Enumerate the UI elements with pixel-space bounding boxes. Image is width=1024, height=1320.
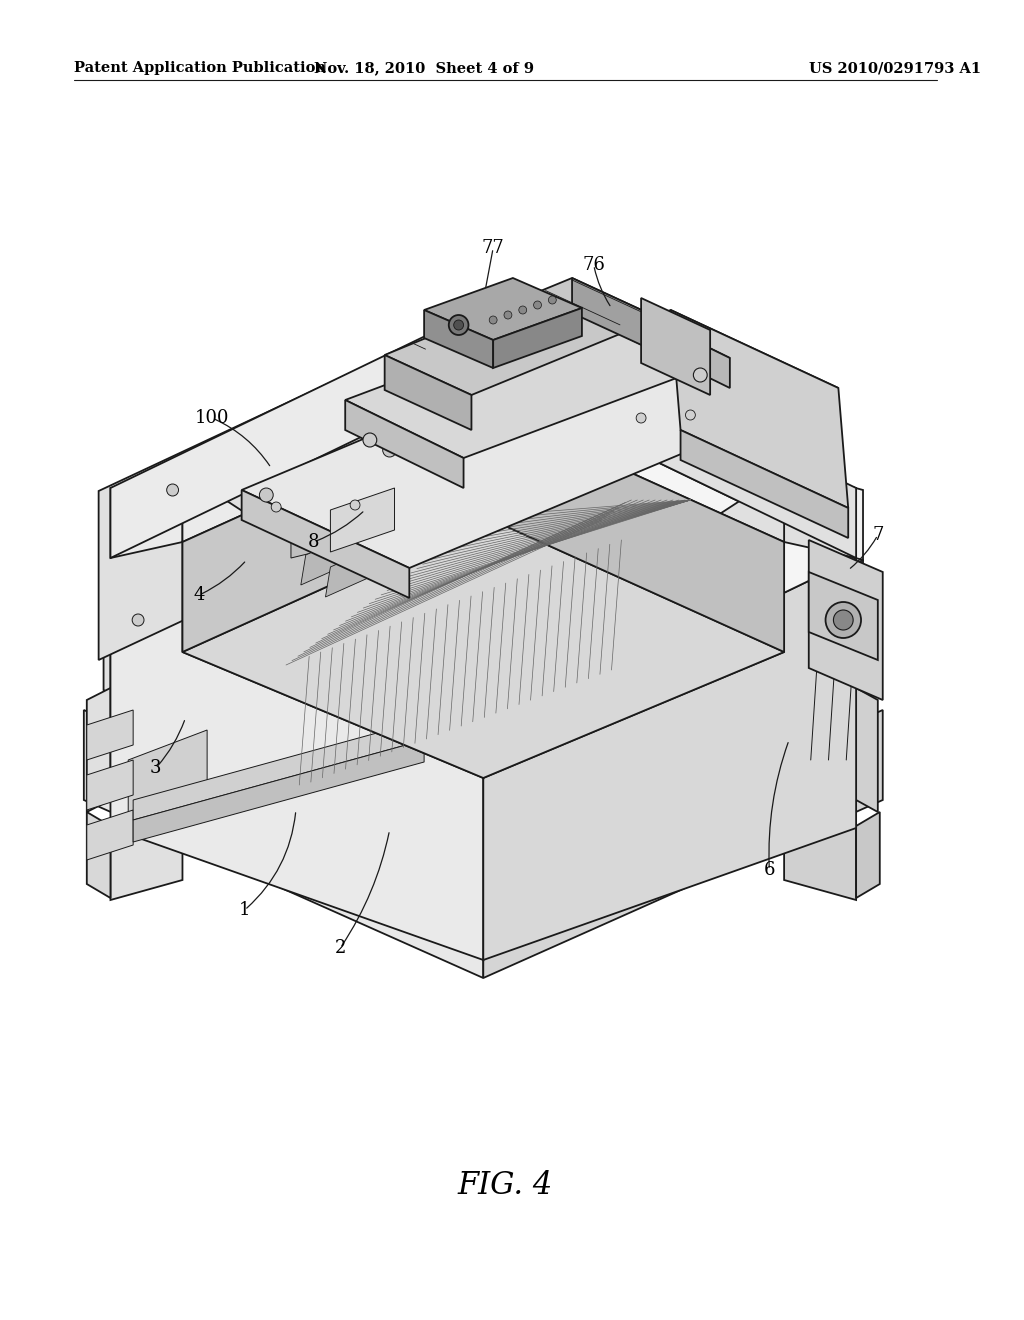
- Text: FIG. 4: FIG. 4: [458, 1170, 553, 1200]
- Polygon shape: [345, 300, 730, 458]
- Circle shape: [825, 602, 861, 638]
- Polygon shape: [111, 378, 856, 738]
- Polygon shape: [611, 300, 730, 388]
- Polygon shape: [87, 810, 133, 861]
- Polygon shape: [133, 741, 424, 842]
- Polygon shape: [809, 540, 883, 700]
- Polygon shape: [182, 407, 483, 652]
- Text: 100: 100: [195, 409, 229, 426]
- Polygon shape: [111, 473, 182, 558]
- Circle shape: [822, 614, 835, 626]
- Text: 7: 7: [872, 525, 884, 544]
- Polygon shape: [128, 730, 207, 840]
- Polygon shape: [84, 710, 483, 978]
- Polygon shape: [103, 560, 483, 870]
- Polygon shape: [784, 808, 856, 900]
- Polygon shape: [103, 470, 193, 560]
- Polygon shape: [483, 558, 856, 869]
- Polygon shape: [424, 279, 582, 341]
- Polygon shape: [301, 533, 355, 585]
- Polygon shape: [434, 455, 483, 502]
- Polygon shape: [103, 380, 863, 741]
- Polygon shape: [809, 572, 878, 660]
- Circle shape: [504, 312, 512, 319]
- Polygon shape: [182, 543, 483, 777]
- Polygon shape: [111, 308, 483, 558]
- Polygon shape: [111, 378, 856, 738]
- Polygon shape: [291, 498, 365, 558]
- Text: 1: 1: [239, 902, 250, 919]
- Circle shape: [350, 500, 360, 510]
- Text: Nov. 18, 2010  Sheet 4 of 9: Nov. 18, 2010 Sheet 4 of 9: [314, 61, 535, 75]
- Polygon shape: [111, 558, 483, 960]
- Polygon shape: [483, 560, 863, 870]
- Polygon shape: [790, 470, 863, 560]
- Polygon shape: [483, 710, 883, 978]
- Polygon shape: [424, 310, 494, 368]
- Text: 6: 6: [764, 861, 775, 879]
- Circle shape: [534, 301, 542, 309]
- Circle shape: [383, 444, 396, 457]
- Polygon shape: [345, 400, 464, 488]
- Text: 77: 77: [481, 239, 505, 257]
- Circle shape: [489, 315, 497, 323]
- Circle shape: [271, 502, 282, 512]
- Polygon shape: [784, 473, 856, 558]
- Polygon shape: [98, 312, 483, 660]
- Circle shape: [454, 319, 464, 330]
- Circle shape: [636, 413, 646, 422]
- Polygon shape: [87, 760, 133, 810]
- Polygon shape: [856, 812, 880, 898]
- Polygon shape: [182, 407, 784, 668]
- Polygon shape: [111, 558, 483, 869]
- Polygon shape: [494, 308, 582, 368]
- Polygon shape: [671, 310, 848, 508]
- Polygon shape: [385, 279, 658, 395]
- Text: 4: 4: [194, 586, 205, 605]
- Polygon shape: [87, 812, 111, 898]
- Text: 8: 8: [308, 533, 319, 550]
- Polygon shape: [856, 688, 878, 812]
- Polygon shape: [331, 488, 394, 552]
- Polygon shape: [111, 808, 182, 900]
- Circle shape: [519, 306, 526, 314]
- Polygon shape: [483, 543, 784, 777]
- Polygon shape: [483, 407, 784, 652]
- Polygon shape: [242, 310, 839, 568]
- Circle shape: [549, 296, 556, 304]
- Polygon shape: [87, 688, 111, 812]
- Polygon shape: [111, 690, 483, 870]
- Polygon shape: [483, 308, 856, 558]
- Circle shape: [167, 484, 178, 496]
- Polygon shape: [326, 545, 380, 597]
- Circle shape: [449, 315, 469, 335]
- Polygon shape: [641, 298, 710, 395]
- Polygon shape: [103, 470, 193, 560]
- Polygon shape: [483, 473, 784, 738]
- Polygon shape: [182, 516, 784, 777]
- Text: US 2010/0291793 A1: US 2010/0291793 A1: [809, 61, 981, 75]
- Text: 3: 3: [151, 759, 162, 777]
- Circle shape: [362, 433, 377, 447]
- Polygon shape: [572, 279, 658, 352]
- Circle shape: [132, 614, 144, 626]
- Text: 76: 76: [583, 256, 605, 275]
- Polygon shape: [133, 719, 424, 820]
- Circle shape: [693, 368, 708, 381]
- Circle shape: [477, 393, 489, 407]
- Text: 2: 2: [335, 939, 346, 957]
- Polygon shape: [182, 473, 483, 738]
- Circle shape: [259, 488, 273, 502]
- Circle shape: [788, 484, 800, 496]
- Polygon shape: [681, 430, 848, 539]
- Text: Patent Application Publication: Patent Application Publication: [74, 61, 326, 75]
- Polygon shape: [87, 710, 133, 760]
- Polygon shape: [483, 558, 856, 960]
- Circle shape: [685, 411, 695, 420]
- Polygon shape: [385, 355, 471, 430]
- Polygon shape: [242, 490, 410, 598]
- Circle shape: [834, 610, 853, 630]
